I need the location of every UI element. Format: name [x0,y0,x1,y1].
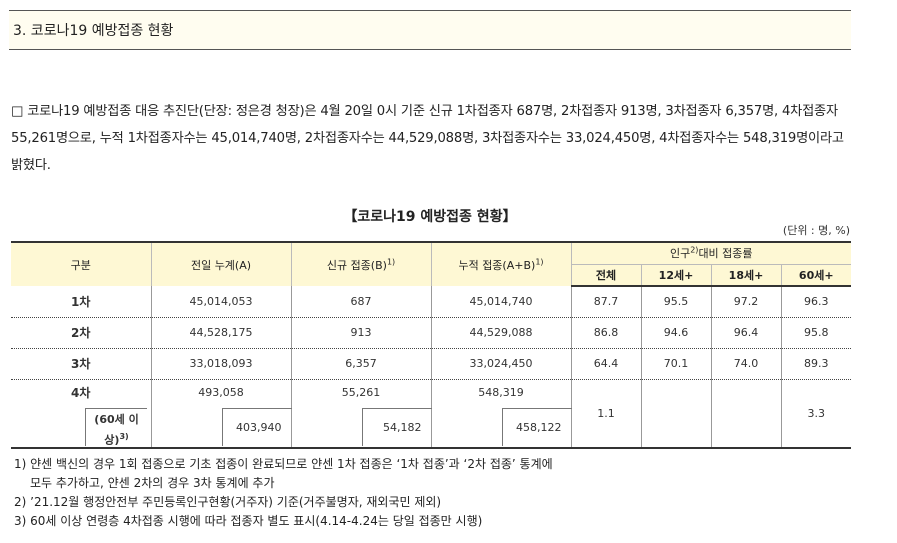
header-total: 전체 [570,263,641,287]
sub-cell-prev-wrap: 403,940 [150,406,292,449]
row-label: 2차 [11,317,151,349]
cell-prev: 45,014,053 [150,286,291,318]
sub-cell-new: 54,182 [361,408,432,446]
table-row: 4차 493,058 55,261 548,319 1.1 3.3 [11,379,852,449]
table-row: 2차 44,528,175 913 44,529,088 86.8 94.6 9… [11,317,852,349]
table-title: 【코로나19 예방접종 현황】 [343,209,517,225]
cell-age60: 3.3 [780,379,852,449]
cell-new: 55,261 [290,379,431,406]
footnote-3: 3) 60세 이상 연령층 4차접종 시행에 따라 접종자 별도 표시(4.14… [14,514,483,528]
cell-age12 [640,379,711,449]
cell-new: 6,357 [290,348,431,380]
table-row: 3차 33,018,093 6,357 33,024,450 64.4 70.1… [11,348,852,380]
cell-total: 1.1 [570,379,641,449]
row-label: 3차 [11,348,151,380]
footnote-2: 2) ’21.12월 행정안전부 주민등록인구현황(거주자) 기준(거주불명자,… [14,495,442,509]
footnote-1-cont: 모두 추가하고, 얀센 2차의 경우 3차 통계에 추가 [30,476,275,490]
header-new: 신규 접종(B)1) [290,241,431,286]
cell-age60: 89.3 [780,348,852,380]
cell-prev: 493,058 [150,379,291,406]
header-rate-group: 인구2)대비 접종률 [570,241,852,264]
footnote-1: 1) 얀센 백신의 경우 1회 접종으로 기초 접종이 완료되므로 얀센 1차 … [14,457,553,471]
footnotes: 1) 얀센 백신의 경우 1회 접종으로 기초 접종이 완료되므로 얀센 1차 … [14,455,553,531]
header-category: 구분 [11,241,151,286]
cell-age12: 95.5 [640,286,711,318]
table-sub-row: (60세 이 상)3) 403,940 54,182 458,122 [11,406,851,449]
cell-age60: 95.8 [780,317,852,349]
cell-new: 913 [290,317,431,349]
section-title: 3. 코로나19 예방접종 현황 [9,10,851,50]
header-age60: 60세+ [780,263,852,287]
cell-total: 86.8 [570,317,641,349]
cell-age60: 96.3 [780,286,852,318]
cell-age18 [710,379,781,449]
row-label: 4차 [71,386,91,401]
cell-age18: 96.4 [710,317,781,349]
sub-cell-new-wrap: 54,182 [290,406,432,449]
header-age18: 18세+ [710,263,781,287]
cell-prev: 44,528,175 [150,317,291,349]
cell-cum: 45,014,740 [430,286,571,318]
sub-cell-cum: 458,122 [501,408,572,446]
vaccination-table: 구분 전일 누계(A) 신규 접종(B)1) 누적 접종(A+B)1) 인구2)… [11,241,852,449]
cell-age18: 97.2 [710,286,781,318]
cell-cum: 548,319 [430,379,571,406]
unit-label: (단위 : 명, %) [782,224,850,237]
sub-row-label: (60세 이 상)3) [85,408,147,447]
cell-total: 64.4 [570,348,641,380]
header-age12: 12세+ [640,263,711,287]
cell-cum: 33,024,450 [430,348,571,380]
header-cumulative: 누적 접종(A+B)1) [430,241,571,286]
cell-age12: 94.6 [640,317,711,349]
sub-cell-cum-wrap: 458,122 [430,406,572,449]
intro-paragraph: □ 코로나19 예방접종 대응 추진단(단장: 정은경 청장)은 4월 20일 … [11,104,844,173]
cell-cum: 44,529,088 [430,317,571,349]
cell-total: 87.7 [570,286,641,318]
header-prev-cumulative: 전일 누계(A) [150,241,291,286]
cell-new: 687 [290,286,431,318]
cell-age12: 70.1 [640,348,711,380]
sub-row-label-cell: (60세 이 상)3) [11,406,151,449]
cell-prev: 33,018,093 [150,348,291,380]
cell-age18: 74.0 [710,348,781,380]
table-row: 1차 45,014,053 687 45,014,740 87.7 95.5 9… [11,286,852,318]
sub-cell-prev: 403,940 [221,408,292,446]
row-label: 1차 [11,286,151,318]
